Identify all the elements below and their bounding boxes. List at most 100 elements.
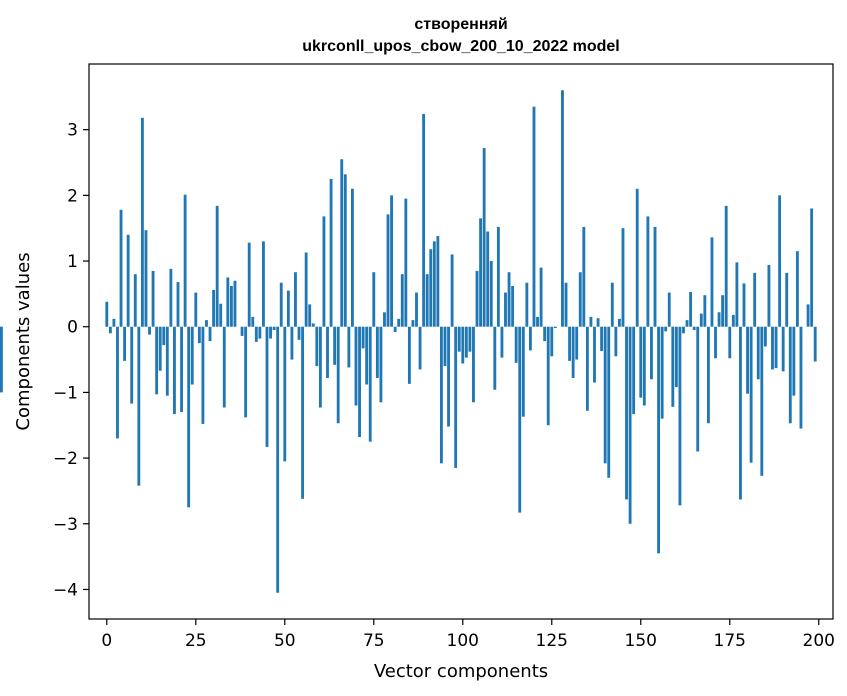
bar <box>415 292 418 327</box>
y-tick-label: −1 <box>53 383 78 403</box>
bar <box>443 326 447 367</box>
bar <box>144 230 148 327</box>
bar <box>742 283 746 327</box>
bar <box>329 178 333 327</box>
bar <box>472 326 475 403</box>
bar <box>561 90 564 327</box>
bar <box>254 326 258 342</box>
bar <box>546 326 550 426</box>
bar <box>440 326 443 464</box>
chart-title: створенняй ukrconll_upos_cbow_200_10_202… <box>302 16 619 55</box>
bar <box>326 326 329 378</box>
bar <box>596 318 600 327</box>
bar <box>528 326 532 351</box>
bar <box>578 272 582 327</box>
bar <box>354 326 358 406</box>
bar <box>397 318 401 327</box>
bar <box>763 326 767 347</box>
bar <box>518 326 522 513</box>
bar <box>162 326 166 346</box>
y-tick-label: −2 <box>53 449 78 469</box>
bar <box>696 326 700 452</box>
bar <box>244 326 248 418</box>
bar <box>678 326 682 506</box>
bar <box>735 262 739 327</box>
bar <box>368 326 372 442</box>
bar <box>133 274 137 327</box>
bar <box>810 208 814 327</box>
bar <box>486 231 490 327</box>
x-tick-label: 150 <box>625 631 657 651</box>
bar <box>489 261 493 327</box>
bar <box>771 326 774 370</box>
bar <box>639 326 643 398</box>
bar <box>301 326 305 499</box>
bar <box>635 188 639 327</box>
bar <box>493 326 497 390</box>
bar <box>219 303 223 327</box>
bar <box>710 237 714 327</box>
bar <box>347 326 351 368</box>
bar <box>671 326 675 407</box>
bar <box>685 320 689 327</box>
x-tick-label: 200 <box>803 631 835 651</box>
plot-area-frame <box>88 63 834 620</box>
bar <box>108 326 112 334</box>
bar <box>112 318 116 327</box>
y-tick-label: 0 <box>67 318 78 338</box>
bar <box>724 205 728 327</box>
bar <box>625 326 628 500</box>
bar <box>585 326 589 411</box>
bar <box>475 270 479 327</box>
bar <box>653 226 657 327</box>
bar <box>753 272 757 327</box>
bar <box>315 326 319 367</box>
bar <box>813 326 817 362</box>
bar <box>468 326 472 352</box>
bar <box>340 159 344 327</box>
bar <box>311 323 315 327</box>
bars-group <box>0 90 817 593</box>
bar <box>379 326 383 403</box>
bar <box>657 326 660 554</box>
y-tick-label: −4 <box>53 580 78 600</box>
bar <box>222 326 226 408</box>
bar <box>304 252 308 327</box>
x-tick-label: 100 <box>447 631 479 651</box>
bar <box>774 326 778 369</box>
bar <box>229 286 233 327</box>
bar <box>251 316 255 327</box>
bar <box>575 326 579 360</box>
bar <box>521 326 525 417</box>
bar <box>792 326 796 396</box>
bar <box>568 326 571 361</box>
bar <box>322 216 326 327</box>
bar <box>318 326 322 408</box>
bar <box>265 326 269 447</box>
bar <box>607 326 611 478</box>
bar <box>614 326 618 357</box>
bar <box>699 313 703 327</box>
bar <box>173 326 176 415</box>
bar <box>714 326 717 359</box>
bar <box>617 318 621 327</box>
bar <box>116 326 119 439</box>
bar <box>169 268 173 327</box>
bar <box>500 326 504 358</box>
bar <box>628 326 632 524</box>
bar <box>407 326 411 384</box>
bar <box>187 326 191 508</box>
bar <box>692 326 696 330</box>
bar <box>496 226 500 327</box>
bar <box>739 326 742 500</box>
bar <box>525 282 529 327</box>
bar <box>418 326 422 370</box>
bar <box>621 228 625 327</box>
bar <box>432 241 436 327</box>
bar <box>610 282 614 327</box>
bar <box>151 270 155 327</box>
bar <box>689 291 693 327</box>
bar <box>137 326 141 486</box>
bar <box>105 301 109 327</box>
